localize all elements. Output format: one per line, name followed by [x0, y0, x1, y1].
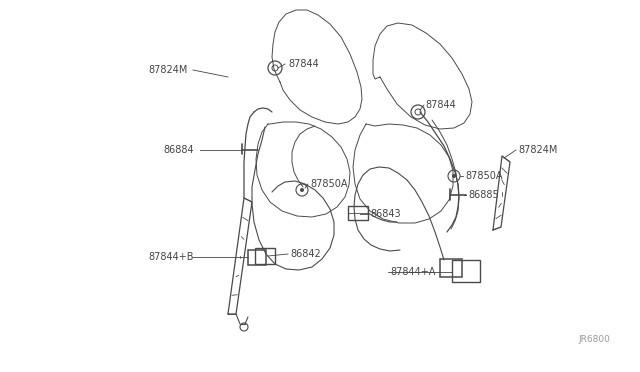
Text: 86884: 86884 — [163, 145, 194, 155]
Text: 87850A: 87850A — [465, 171, 502, 181]
Text: 87844+B: 87844+B — [148, 252, 193, 262]
Text: 87844: 87844 — [425, 100, 456, 110]
Circle shape — [452, 174, 456, 178]
Text: 87850A: 87850A — [310, 179, 348, 189]
Text: JR6800: JR6800 — [578, 335, 610, 344]
Text: 86842: 86842 — [290, 249, 321, 259]
Text: 87824M: 87824M — [148, 65, 188, 75]
Bar — [348, 206, 368, 220]
Text: 86885: 86885 — [468, 190, 499, 200]
Text: 87824M: 87824M — [518, 145, 557, 155]
Text: 87844+A: 87844+A — [390, 267, 435, 277]
Bar — [452, 260, 480, 282]
Bar — [255, 248, 275, 264]
Text: 86843: 86843 — [370, 209, 401, 219]
Bar — [440, 259, 462, 277]
Circle shape — [300, 188, 304, 192]
Bar — [248, 250, 266, 265]
Text: 87844: 87844 — [288, 59, 319, 69]
